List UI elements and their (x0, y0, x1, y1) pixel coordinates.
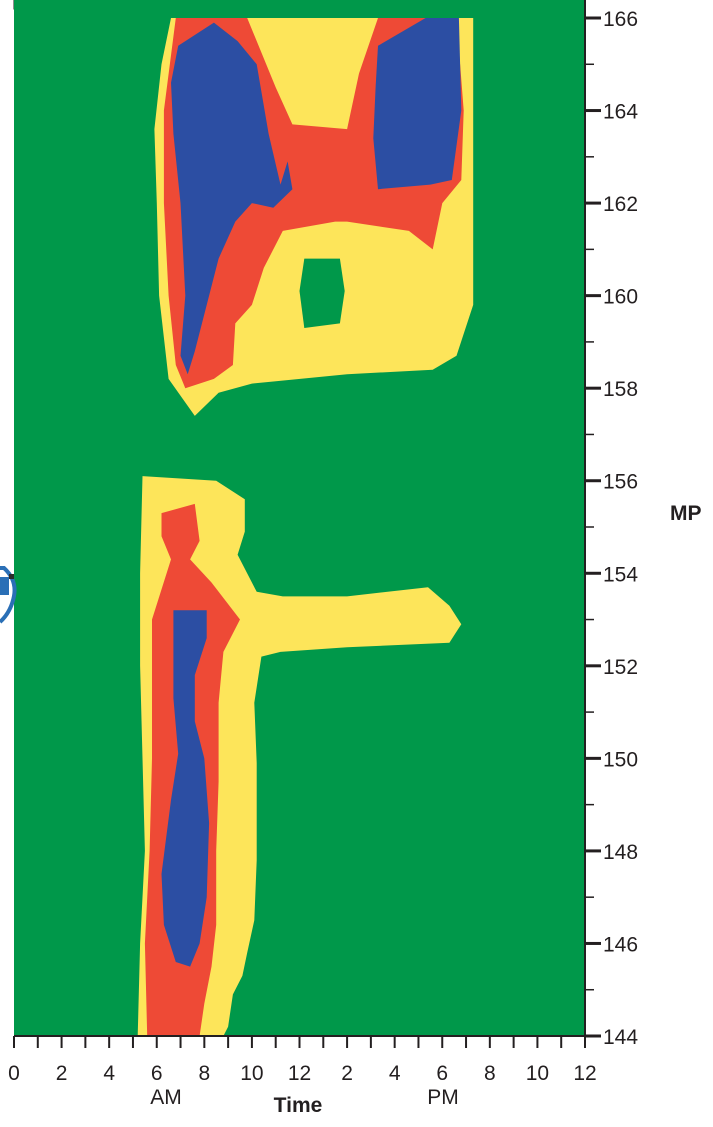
region-severe-5 (171, 22, 293, 375)
interstate-shield-icon (0, 566, 17, 624)
plot-area (14, 0, 585, 1037)
y-tick-label: 156 (603, 471, 638, 494)
region-free-flow-1 (299, 258, 345, 328)
y-tick-label: 160 (603, 286, 638, 309)
region-severe-7 (161, 610, 210, 967)
y-tick-label: 166 (603, 8, 638, 31)
x-tick-label: 8 (198, 1062, 210, 1085)
x-tick-label: 2 (56, 1062, 68, 1085)
y-axis: 144 146 148 150 152 154 156 158 160 162 164 166 (584, 0, 638, 1049)
y-axis-title: MP (670, 502, 702, 525)
x-tick-label: 2 (341, 1062, 353, 1085)
pm-label: PM (427, 1086, 459, 1109)
x-tick-label: 12 (573, 1062, 596, 1085)
x-axis-title: Time (274, 1094, 323, 1117)
x-tick-label: 0 (8, 1062, 20, 1085)
y-tick-label: 162 (603, 193, 638, 216)
x-tick-label: 10 (526, 1062, 549, 1085)
x-axis: 0 2 4 6 8 10 12 2 4 6 8 10 12 (8, 1035, 597, 1085)
am-label: AM (150, 1086, 182, 1109)
x-tick-label: 10 (240, 1062, 263, 1085)
x-tick-label: 4 (389, 1062, 401, 1085)
x-tick-label: 12 (288, 1062, 311, 1085)
y-tick-label: 148 (603, 841, 638, 864)
y-tick-label: 146 (603, 933, 638, 956)
x-tick-label: 6 (151, 1062, 163, 1085)
y-tick-label: 164 (603, 101, 638, 124)
y-tick-label: 158 (603, 378, 638, 401)
y-tick-label: 152 (603, 656, 638, 679)
y-tick-label: 150 (603, 748, 638, 771)
x-tick-label: 6 (436, 1062, 448, 1085)
y-tick-label: 154 (603, 563, 638, 586)
region-severe-6 (373, 18, 462, 190)
y-tick-label: 144 (603, 1026, 638, 1049)
x-tick-label: 4 (103, 1062, 115, 1085)
x-tick-label: 8 (484, 1062, 496, 1085)
